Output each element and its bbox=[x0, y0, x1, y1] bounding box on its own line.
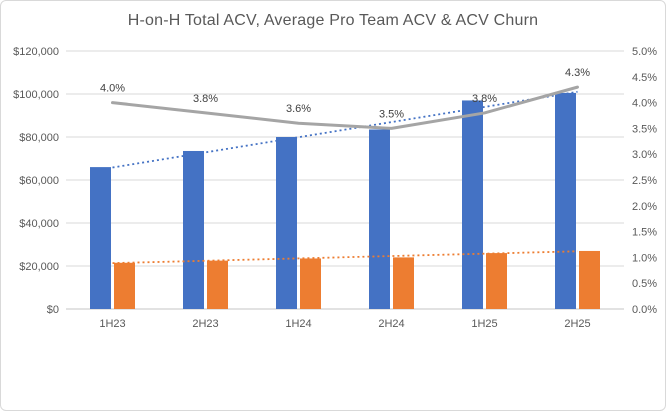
left-axis-tick-label: $120,000 bbox=[13, 46, 59, 58]
right-axis-tick-label: 2.5% bbox=[632, 175, 657, 187]
chart-title: H-on-H Total ACV, Average Pro Team ACV &… bbox=[127, 12, 539, 29]
churn-data-label: 4.0% bbox=[100, 83, 125, 95]
x-axis-category-label: 2H24 bbox=[378, 318, 404, 330]
right-axis-tick-label: 5.0% bbox=[632, 46, 657, 58]
x-axis-category-label: 2H23 bbox=[192, 318, 218, 330]
right-axis-tick-label: 1.0% bbox=[632, 252, 657, 264]
x-axis-category-label: 1H23 bbox=[99, 318, 125, 330]
churn-data-label: 4.3% bbox=[565, 67, 590, 79]
acv-bar bbox=[462, 100, 483, 309]
avg-pro-team-acv-bar bbox=[114, 262, 135, 309]
chart-legend: Annualised Contract Value (ACV) Average … bbox=[1, 337, 665, 407]
x-axis-category-label: 2H25 bbox=[564, 318, 590, 330]
left-axis-tick-label: $0 bbox=[47, 304, 59, 316]
acv-bar bbox=[369, 129, 390, 309]
trendline-avg-pro-team-acv bbox=[112, 250, 578, 265]
acv-churn-line bbox=[111, 85, 579, 130]
churn-data-label: 3.6% bbox=[286, 103, 311, 115]
churn-data-label: 3.5% bbox=[379, 108, 404, 120]
acv-bar bbox=[183, 150, 204, 309]
churn-data-label: 3.8% bbox=[193, 93, 218, 105]
x-axis-category-label: 1H24 bbox=[285, 318, 311, 330]
right-axis-tick-label: 2.0% bbox=[632, 201, 657, 213]
avg-pro-team-acv-bar bbox=[207, 260, 228, 309]
left-axis-tick-label: $60,000 bbox=[19, 175, 59, 187]
right-axis-tick-label: 3.0% bbox=[632, 149, 657, 161]
churn-data-label: 3.8% bbox=[472, 93, 497, 105]
acv-bar bbox=[90, 167, 111, 309]
left-axis-tick-label: $80,000 bbox=[19, 132, 59, 144]
right-axis-tick-label: 1.5% bbox=[632, 227, 657, 239]
right-axis-tick-label: 4.0% bbox=[632, 98, 657, 110]
avg-pro-team-acv-bar bbox=[486, 253, 507, 309]
avg-pro-team-acv-bar bbox=[300, 258, 321, 309]
right-axis-tick-label: 0.0% bbox=[632, 304, 657, 316]
left-axis-tick-label: $40,000 bbox=[19, 218, 59, 230]
right-axis-tick-label: 0.5% bbox=[632, 278, 657, 290]
avg-pro-team-acv-bar bbox=[393, 257, 414, 309]
acv-bar bbox=[555, 92, 576, 309]
left-axis-tick-label: $100,000 bbox=[13, 89, 59, 101]
right-axis-tick-label: 4.5% bbox=[632, 72, 657, 84]
avg-pro-team-acv-bar bbox=[579, 250, 600, 309]
x-axis-category-label: 1H25 bbox=[471, 318, 497, 330]
trendline-acv bbox=[112, 90, 578, 169]
right-axis-tick-label: 3.5% bbox=[632, 123, 657, 135]
acv-bar bbox=[276, 137, 297, 309]
left-axis-tick-label: $20,000 bbox=[19, 261, 59, 273]
